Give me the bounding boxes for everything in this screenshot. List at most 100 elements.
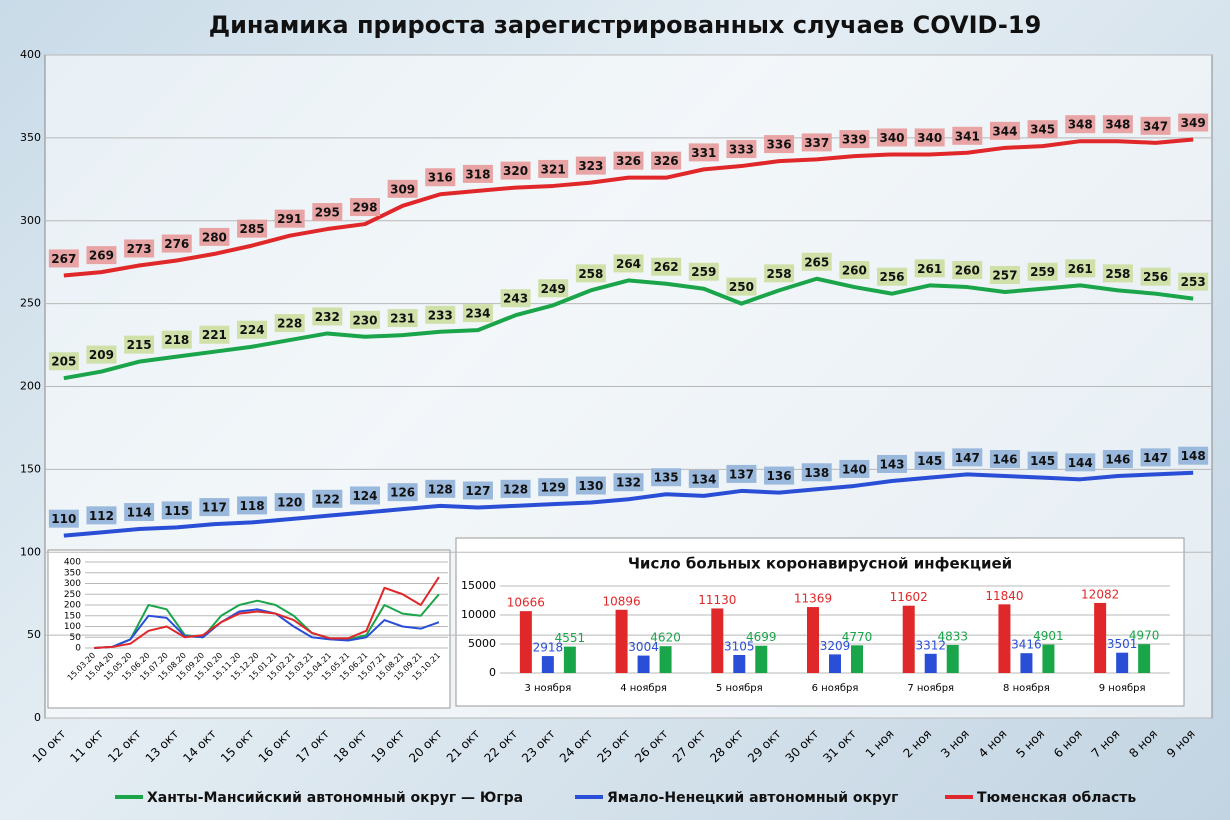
data-label: 3105 (724, 639, 755, 653)
label-box (688, 143, 719, 162)
data-label: 4833 (937, 629, 968, 643)
data-label: 261 (1068, 262, 1093, 276)
data-label: 347 (1143, 119, 1168, 133)
data-label: 276 (164, 237, 189, 251)
data-label: 249 (541, 282, 566, 296)
data-label: 117 (202, 501, 227, 515)
data-label: 3416 (1011, 638, 1042, 652)
y-tick-label: 50 (70, 633, 82, 643)
data-label: 258 (767, 267, 792, 281)
data-label: 4901 (1033, 629, 1064, 643)
bar (1116, 652, 1129, 673)
label-box (952, 261, 983, 280)
data-label: 267 (51, 252, 76, 266)
label-box (1065, 259, 1096, 278)
x-tick-label: 7 ноября (907, 683, 954, 694)
label-box (1027, 262, 1058, 281)
x-tick-label: 11 окт (67, 727, 106, 766)
data-label: 295 (315, 206, 340, 220)
data-label: 264 (616, 257, 641, 271)
data-label: 124 (352, 489, 377, 503)
label-box (952, 448, 983, 467)
data-label: 122 (315, 492, 340, 506)
label-box (914, 451, 945, 470)
data-label: 230 (352, 313, 377, 327)
data-label: 120 (277, 496, 302, 510)
data-label: 128 (503, 482, 528, 496)
data-label: 147 (1143, 451, 1168, 465)
line (63, 470, 1194, 538)
line (94, 593, 440, 649)
data-label: 333 (729, 143, 754, 157)
data-label: 348 (1105, 118, 1130, 132)
data-label: 11840 (985, 589, 1023, 603)
x-tick-label: 4 ноя (976, 727, 1010, 761)
data-label: 143 (879, 457, 904, 471)
label-box (161, 330, 192, 349)
bar (924, 653, 937, 673)
line (63, 137, 1194, 278)
data-label: 12082 (1081, 587, 1119, 601)
label-box (877, 267, 908, 286)
label-box (989, 121, 1020, 140)
data-label: 258 (578, 267, 603, 281)
label-box (989, 450, 1020, 469)
data-label: 215 (127, 338, 152, 352)
data-label: 224 (240, 323, 265, 337)
label-box (312, 489, 343, 508)
label-box (839, 130, 870, 149)
data-label: 341 (955, 129, 980, 143)
y-tick-label: 10000 (461, 608, 496, 621)
data-label: 148 (1181, 449, 1206, 463)
data-label: 4620 (650, 631, 681, 645)
label-box (312, 307, 343, 326)
line (94, 608, 440, 649)
label-box (538, 478, 569, 497)
data-label: 243 (503, 292, 528, 306)
bar (659, 646, 672, 673)
data-label: 115 (164, 504, 189, 518)
x-tick-label: 14 окт (180, 727, 219, 766)
data-label: 145 (917, 454, 942, 468)
inset-panel (455, 537, 1185, 707)
bar (998, 604, 1011, 673)
bar (946, 644, 959, 673)
data-label: 340 (917, 131, 942, 145)
label-box (613, 151, 644, 170)
y-tick-label: 100 (64, 622, 81, 632)
x-tick-label: 20 окт (406, 727, 445, 766)
label-box (387, 179, 418, 198)
label-box (952, 126, 983, 145)
y-tick-label: 300 (64, 579, 81, 589)
label-box (575, 264, 606, 283)
y-tick-label: 200 (20, 380, 41, 393)
data-label: 209 (89, 348, 114, 362)
bar (519, 611, 532, 673)
data-label: 349 (1181, 116, 1206, 130)
bar (733, 654, 746, 673)
data-label: 265 (804, 255, 829, 269)
data-label: 221 (202, 328, 227, 342)
bar (1094, 602, 1107, 673)
label-box (462, 164, 493, 183)
label-box (1065, 453, 1096, 472)
data-label: 4699 (746, 630, 777, 644)
x-tick-label: 1 ноя (863, 727, 897, 761)
x-tick-label: 21 окт (444, 727, 483, 766)
bar (807, 607, 819, 673)
label-box (274, 314, 305, 333)
data-label: 260 (842, 264, 867, 278)
data-label: 128 (428, 482, 453, 496)
label-box (199, 498, 230, 517)
data-label: 231 (390, 312, 415, 326)
data-label: 260 (955, 264, 980, 278)
label-box (651, 257, 682, 276)
x-tick-label: 17 окт (293, 727, 332, 766)
inset-title: Число больных коронавирусной инфекцией (628, 555, 1012, 573)
label-box (124, 335, 155, 354)
bar (711, 608, 724, 673)
label-box (688, 262, 719, 281)
data-label: 126 (390, 486, 415, 500)
bar (755, 645, 768, 673)
y-tick-label: 0 (34, 711, 41, 724)
